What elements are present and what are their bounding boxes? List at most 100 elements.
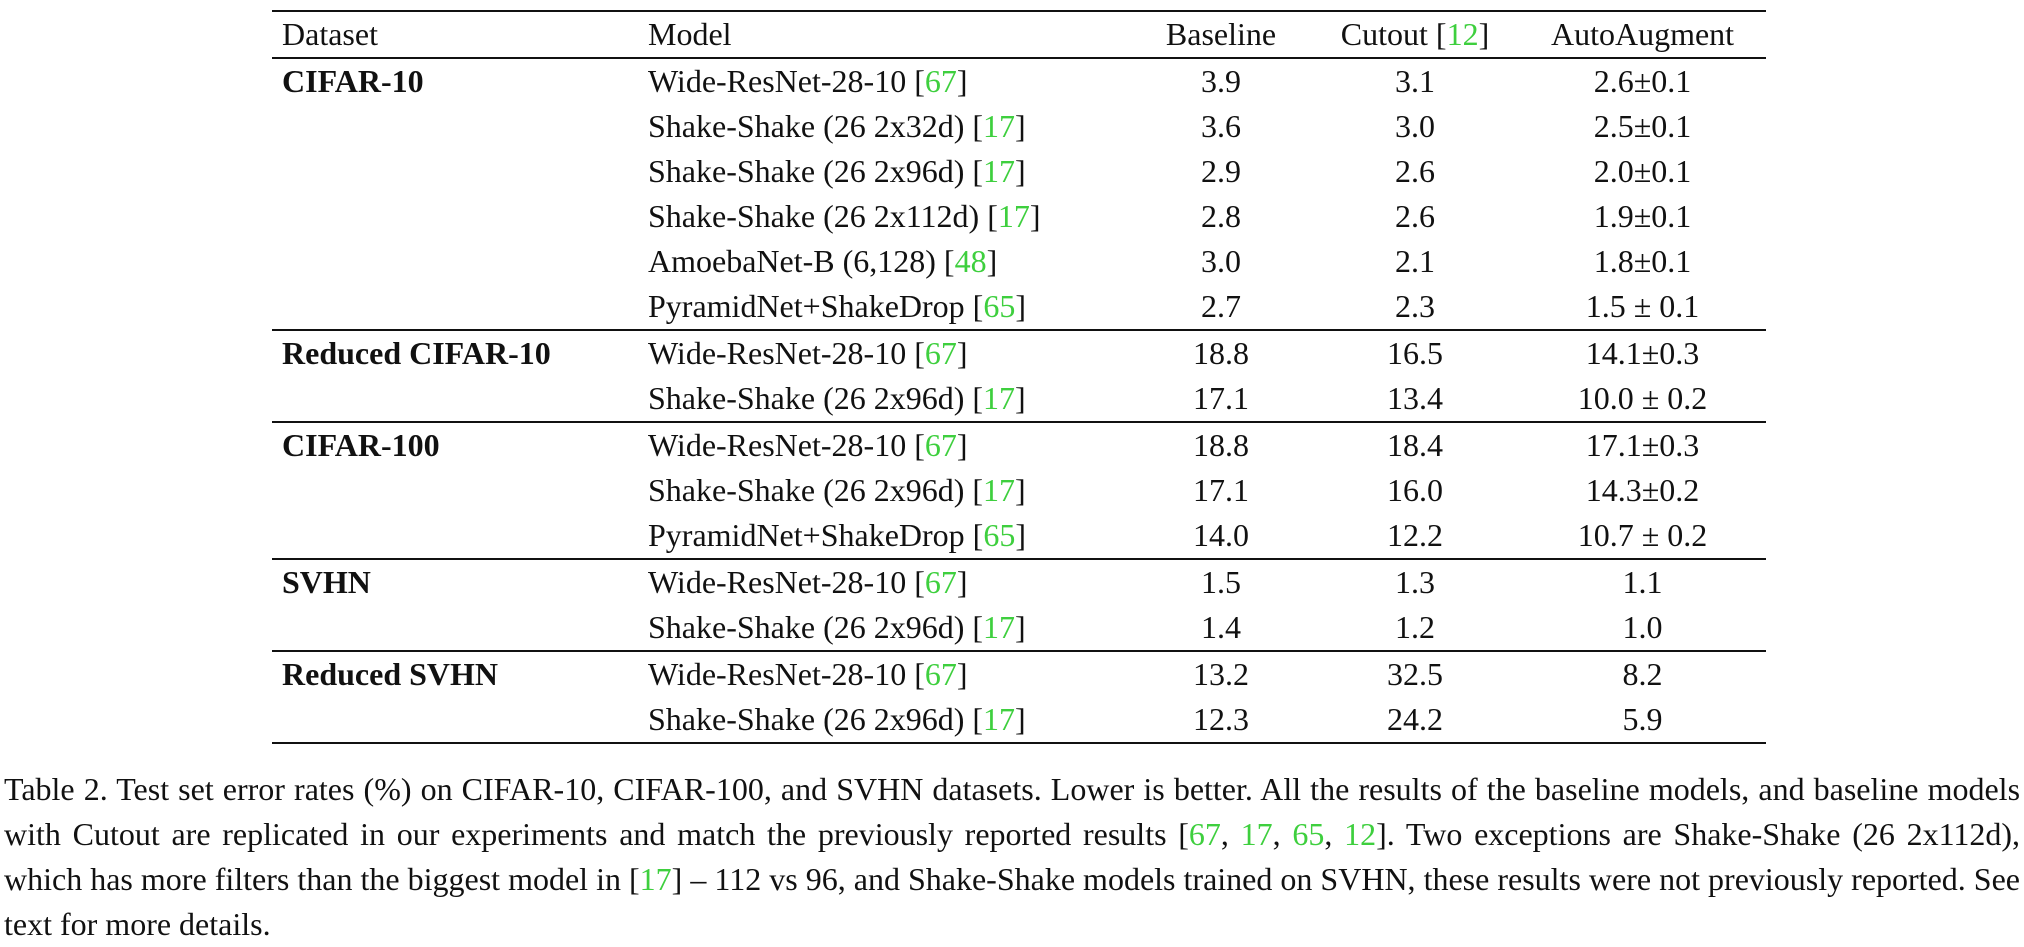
cutout-cell: 2.6 — [1395, 153, 1435, 189]
citation-link[interactable]: 67 — [924, 564, 957, 600]
cutout-cell: 18.4 — [1387, 427, 1443, 463]
dataset-name: Reduced SVHN — [282, 656, 499, 692]
dataset-name: CIFAR-10 — [282, 63, 424, 99]
model-cell: Wide-ResNet-28-10 [67] — [648, 656, 968, 692]
model-cell: PyramidNet+ShakeDrop [65] — [648, 288, 1026, 324]
baseline-cell: 18.8 — [1193, 335, 1249, 371]
table-row: SVHN Wide-ResNet-28-10 [67] 1.5 1.3 1.1 — [272, 559, 1766, 605]
dataset-group: SVHN Wide-ResNet-28-10 [67] 1.5 1.3 1.1 Shake… — [272, 559, 1766, 651]
autoaugment-cell: 5.9 — [1622, 701, 1663, 737]
model-name: Shake-Shake (26 2x96d) — [648, 472, 965, 508]
citation-link[interactable]: 65 — [983, 517, 1016, 553]
model-cell: Wide-ResNet-28-10 [67] — [648, 63, 968, 99]
header-cutout: Cutout [12] — [1340, 16, 1490, 52]
citation-link[interactable]: 67 — [924, 427, 957, 463]
header-dataset: Dataset — [282, 16, 378, 52]
citation-link[interactable]: 48 — [954, 243, 987, 279]
table-row: Shake-Shake (26 2x112d) [17] 2.8 2.6 1.9±0.… — [272, 194, 1766, 239]
cutout-cell: 24.2 — [1387, 701, 1443, 737]
table-row: Shake-Shake (26 2x96d) [17] 17.1 13.4 10.0 … — [272, 376, 1766, 422]
citation-link[interactable]: 12 — [1344, 816, 1377, 852]
autoaugment-cell: 1.0 — [1622, 609, 1663, 645]
dataset-group: Reduced CIFAR-10 Wide-ResNet-28-10 [67] 18… — [272, 330, 1766, 422]
cutout-cell: 3.1 — [1395, 63, 1435, 99]
baseline-cell: 1.4 — [1201, 609, 1241, 645]
model-cell: Shake-Shake (26 2x32d) [17] — [648, 108, 1026, 144]
autoaugment-cell: 2.0±0.1 — [1593, 153, 1692, 189]
citation-link[interactable]: 17 — [639, 861, 672, 897]
dataset-cell — [272, 376, 638, 422]
header-cutout-label: Cutout — [1340, 16, 1428, 52]
autoaugment-cell: 1.5 ± 0.1 — [1585, 288, 1700, 324]
baseline-cell: 17.1 — [1193, 380, 1249, 416]
table-row: Shake-Shake (26 2x96d) [17] 2.9 2.6 2.0±0.1 — [272, 149, 1766, 194]
citation-link[interactable]: 17 — [983, 153, 1016, 189]
citation-link[interactable]: 17 — [983, 609, 1016, 645]
citation-link[interactable]: 65 — [983, 288, 1016, 324]
model-cell: PyramidNet+ShakeDrop [65] — [648, 517, 1026, 553]
citation-link[interactable]: 67 — [1188, 816, 1221, 852]
model-cell: Shake-Shake (26 2x96d) [17] — [648, 609, 1026, 645]
citation-link[interactable]: 67 — [924, 656, 957, 692]
dataset-cell — [272, 284, 638, 330]
model-name: AmoebaNet-B (6,128) — [648, 243, 936, 279]
citation-link[interactable]: 17 — [983, 108, 1016, 144]
autoaugment-cell: 14.3±0.2 — [1585, 472, 1700, 508]
dataset-name: SVHN — [282, 564, 371, 600]
table-row: PyramidNet+ShakeDrop [65] 2.7 2.3 1.5 ± 0.1 — [272, 284, 1766, 330]
citation-link[interactable]: 17 — [1240, 816, 1273, 852]
table-row: Shake-Shake (26 2x96d) [17] 12.3 24.2 5.9 — [272, 697, 1766, 743]
table-row: Reduced SVHN Wide-ResNet-28-10 [67] 13.2 32… — [272, 651, 1766, 697]
citation-link[interactable]: 67 — [924, 63, 957, 99]
citation-link[interactable]: 12 — [1446, 16, 1479, 52]
dataset-group: CIFAR-100 Wide-ResNet-28-10 [67] 18.8 18.4 1… — [272, 422, 1766, 559]
model-name: Wide-ResNet-28-10 — [648, 335, 907, 371]
dataset-cell — [272, 605, 638, 651]
cutout-cell: 3.0 — [1395, 108, 1435, 144]
cutout-cell: 1.3 — [1395, 564, 1435, 600]
dataset-cell — [272, 194, 638, 239]
caption-text-1: Test set error rates (%) on CIFAR-10, CI… — [4, 771, 2021, 852]
baseline-cell: 1.5 — [1201, 564, 1241, 600]
header-model: Model — [648, 16, 732, 52]
autoaugment-cell: 1.9±0.1 — [1593, 198, 1692, 234]
cutout-cell: 13.4 — [1387, 380, 1443, 416]
model-cell: AmoebaNet-B (6,128) [48] — [648, 243, 998, 279]
results-table: Dataset Model Baseline Cutout [12] AutoA… — [272, 10, 1766, 744]
citation-link[interactable]: 17 — [983, 701, 1016, 737]
model-name: Wide-ResNet-28-10 — [648, 564, 907, 600]
table-row: CIFAR-100 Wide-ResNet-28-10 [67] 18.8 18.4 1… — [272, 422, 1766, 468]
dataset-cell: Reduced CIFAR-10 — [272, 330, 638, 376]
model-name: Shake-Shake (26 2x96d) — [648, 701, 965, 737]
autoaugment-cell: 2.5±0.1 — [1593, 108, 1692, 144]
model-cell: Shake-Shake (26 2x96d) [17] — [648, 153, 1026, 189]
citation-link[interactable]: 17 — [983, 380, 1016, 416]
baseline-cell: 2.9 — [1201, 153, 1241, 189]
citation-link[interactable]: 17 — [983, 472, 1016, 508]
table-row: Shake-Shake (26 2x96d) [17] 1.4 1.2 1.0 — [272, 605, 1766, 651]
dataset-cell — [272, 104, 638, 149]
model-cell: Wide-ResNet-28-10 [67] — [648, 427, 968, 463]
dataset-cell — [272, 468, 638, 513]
model-cell: Shake-Shake (26 2x96d) [17] — [648, 380, 1026, 416]
autoaugment-cell: 1.8±0.1 — [1593, 243, 1692, 279]
baseline-cell: 12.3 — [1193, 701, 1249, 737]
table-header-row: Dataset Model Baseline Cutout [12] AutoA… — [272, 11, 1766, 58]
dataset-cell: Reduced SVHN — [272, 651, 638, 697]
dataset-cell — [272, 239, 638, 284]
model-name: Shake-Shake (26 2x96d) — [648, 609, 965, 645]
table-row: Reduced CIFAR-10 Wide-ResNet-28-10 [67] 18… — [272, 330, 1766, 376]
model-cell: Wide-ResNet-28-10 [67] — [648, 564, 968, 600]
autoaugment-cell: 8.2 — [1622, 656, 1663, 692]
autoaugment-cell: 2.6±0.1 — [1593, 63, 1692, 99]
model-cell: Shake-Shake (26 2x96d) [17] — [648, 472, 1026, 508]
baseline-cell: 18.8 — [1193, 427, 1249, 463]
citation-link[interactable]: 67 — [924, 335, 957, 371]
citation-link[interactable]: 65 — [1292, 816, 1325, 852]
cutout-cell: 2.1 — [1395, 243, 1435, 279]
model-name: Wide-ResNet-28-10 — [648, 656, 907, 692]
cutout-cell: 16.5 — [1387, 335, 1443, 371]
baseline-cell: 14.0 — [1193, 517, 1249, 553]
citation-link[interactable]: 17 — [997, 198, 1030, 234]
dataset-name: CIFAR-100 — [282, 427, 440, 463]
